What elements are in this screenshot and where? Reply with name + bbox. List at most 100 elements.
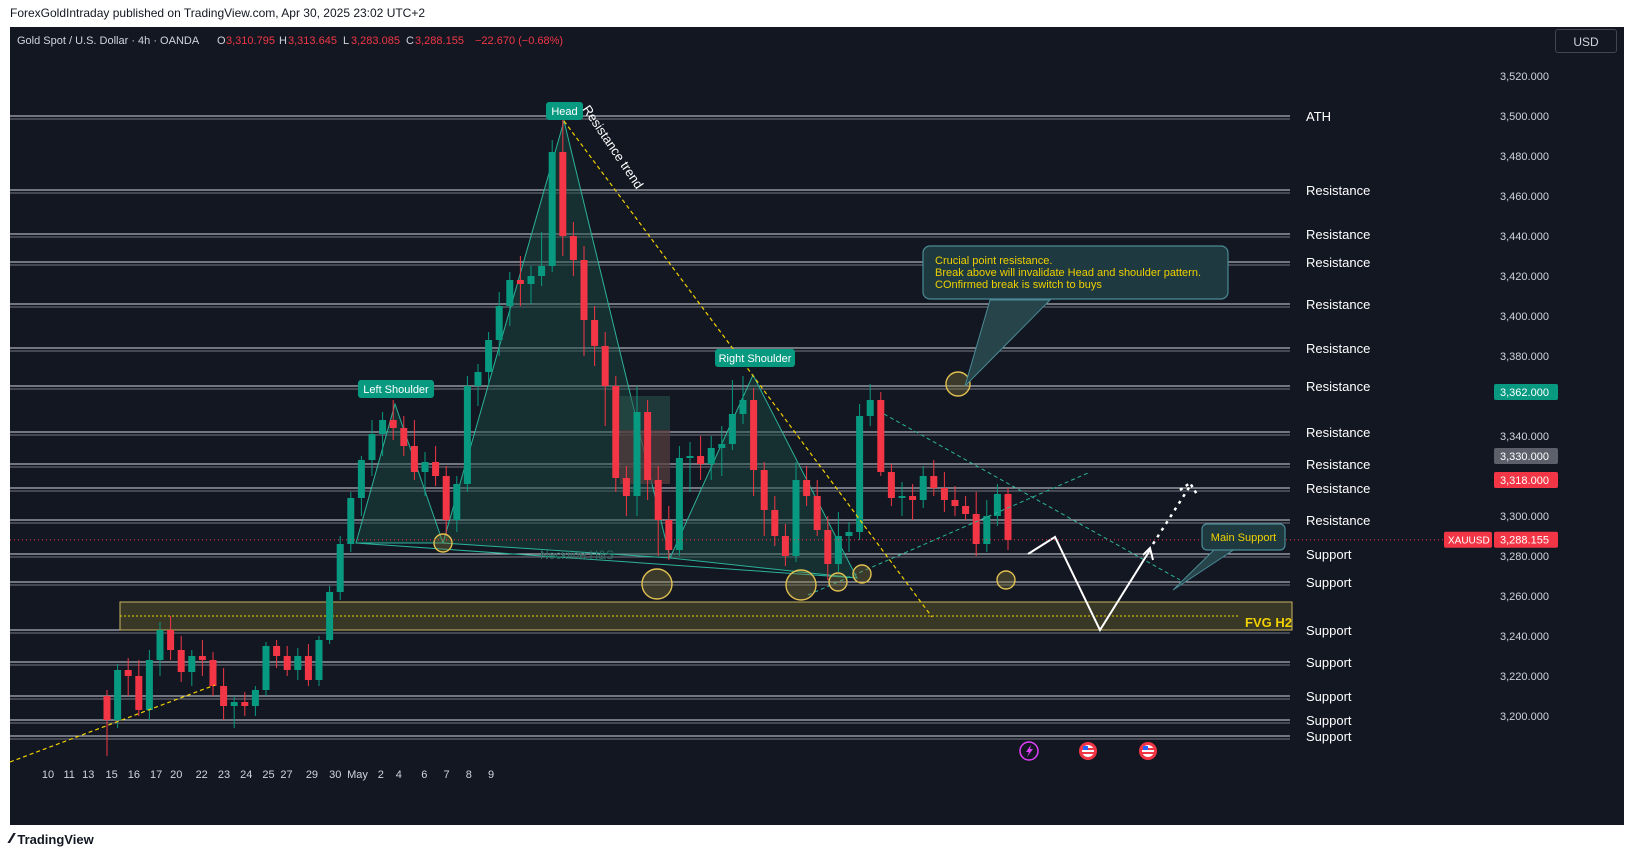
candle-body[interactable] — [813, 496, 821, 530]
candle-body[interactable] — [633, 412, 641, 496]
candle-body[interactable] — [145, 660, 153, 710]
candle-body[interactable] — [760, 470, 768, 510]
candle-body[interactable] — [347, 498, 355, 544]
candle-body[interactable] — [283, 656, 291, 670]
candle-body[interactable] — [591, 320, 599, 346]
candle-body[interactable] — [940, 488, 948, 500]
candle-body[interactable] — [622, 478, 630, 496]
candle-body[interactable] — [665, 520, 673, 550]
candle-body[interactable] — [972, 514, 980, 544]
candle-body[interactable] — [856, 416, 864, 532]
candle-body[interactable] — [887, 472, 895, 498]
candle-body[interactable] — [326, 592, 334, 640]
candle-body[interactable] — [771, 510, 779, 536]
candle-body[interactable] — [506, 280, 514, 306]
candle-body[interactable] — [167, 630, 175, 650]
candle-body[interactable] — [781, 536, 789, 556]
y-tick-label: 3,380.000 — [1500, 351, 1549, 363]
candle-body[interactable] — [697, 456, 705, 464]
candle-body[interactable] — [379, 420, 387, 434]
candle-body[interactable] — [209, 660, 217, 686]
candle-body[interactable] — [930, 476, 938, 488]
candle-body[interactable] — [601, 346, 609, 386]
us-flag-event-icon[interactable] — [1079, 742, 1097, 760]
candle-body[interactable] — [124, 670, 132, 676]
candle-body[interactable] — [707, 448, 715, 464]
candle-body[interactable] — [114, 670, 122, 720]
candle-body[interactable] — [1004, 494, 1012, 540]
candle-body[interactable] — [612, 386, 620, 478]
candle-body[interactable] — [654, 480, 662, 520]
candle-body[interactable] — [368, 434, 376, 460]
candle-body[interactable] — [538, 266, 546, 276]
candle-body[interactable] — [273, 646, 281, 656]
chart-panel[interactable] — [10, 27, 1624, 825]
candle-body[interactable] — [241, 702, 249, 706]
candle-body[interactable] — [559, 152, 567, 236]
candle-body[interactable] — [474, 372, 482, 386]
candle-body[interactable] — [877, 400, 885, 472]
candle-body[interactable] — [135, 676, 143, 710]
candle-body[interactable] — [516, 280, 524, 284]
candle-body[interactable] — [739, 400, 747, 414]
candle-body[interactable] — [951, 500, 959, 506]
candle-body[interactable] — [569, 236, 577, 260]
candle-body[interactable] — [983, 516, 991, 544]
candle-body[interactable] — [909, 496, 917, 500]
candle-body[interactable] — [198, 656, 206, 660]
candle-body[interactable] — [442, 476, 450, 520]
candle-body[interactable] — [453, 484, 461, 520]
level-label: ATH — [1306, 109, 1331, 124]
candle-body[interactable] — [188, 656, 196, 672]
candle-body[interactable] — [845, 532, 853, 536]
candle-body[interactable] — [866, 400, 874, 416]
candle-body[interactable] — [919, 476, 927, 500]
highlight-circle — [996, 570, 1016, 590]
candle-body[interactable] — [220, 686, 228, 706]
candle-body[interactable] — [803, 480, 811, 496]
candle-body[interactable] — [898, 496, 906, 498]
candle-body[interactable] — [675, 458, 683, 550]
candle-body[interactable] — [315, 640, 323, 680]
candle-body[interactable] — [432, 462, 440, 476]
candle-body[interactable] — [177, 650, 185, 672]
candle-body[interactable] — [750, 400, 758, 470]
candle-body[interactable] — [728, 414, 736, 444]
us-flag-event-icon-2[interactable] — [1139, 742, 1157, 760]
candle-body[interactable] — [294, 656, 302, 670]
candle-body[interactable] — [357, 460, 365, 498]
price-tag — [1494, 531, 1558, 548]
y-tick-label: 3,480.000 — [1500, 151, 1549, 163]
candle-body[interactable] — [718, 444, 726, 448]
candle-body[interactable] — [304, 656, 312, 680]
candle-body[interactable] — [410, 446, 418, 472]
candle-body[interactable] — [962, 506, 970, 514]
price-tag-label: 3,330.000 — [1500, 451, 1549, 463]
candle-body[interactable] — [485, 340, 493, 372]
candle-body[interactable] — [495, 306, 503, 340]
candle-body[interactable] — [156, 630, 164, 660]
candle-body[interactable] — [421, 462, 429, 472]
candle-body[interactable] — [251, 690, 259, 706]
candle-body[interactable] — [824, 530, 832, 564]
candle-body[interactable] — [230, 702, 238, 706]
candle-body[interactable] — [336, 544, 344, 592]
candle-body[interactable] — [686, 456, 694, 458]
candle-body[interactable] — [463, 386, 471, 484]
candle-body[interactable] — [792, 480, 800, 556]
candle-body[interactable] — [993, 494, 1001, 516]
level-label: Resistance — [1306, 341, 1370, 356]
candle-body[interactable] — [834, 536, 842, 564]
candle-body[interactable] — [262, 646, 270, 690]
candle-body[interactable] — [400, 428, 408, 446]
currency-button[interactable]: USD — [1555, 29, 1617, 53]
candle-body[interactable] — [548, 152, 556, 266]
y-tick-label: 3,440.000 — [1500, 231, 1549, 243]
candle-body[interactable] — [644, 412, 652, 480]
candle-body[interactable] — [103, 696, 111, 720]
lightning-event-icon[interactable] — [1019, 741, 1039, 761]
candle-body[interactable] — [389, 420, 397, 428]
candle-body[interactable] — [580, 260, 588, 320]
candle-body[interactable] — [527, 276, 535, 284]
